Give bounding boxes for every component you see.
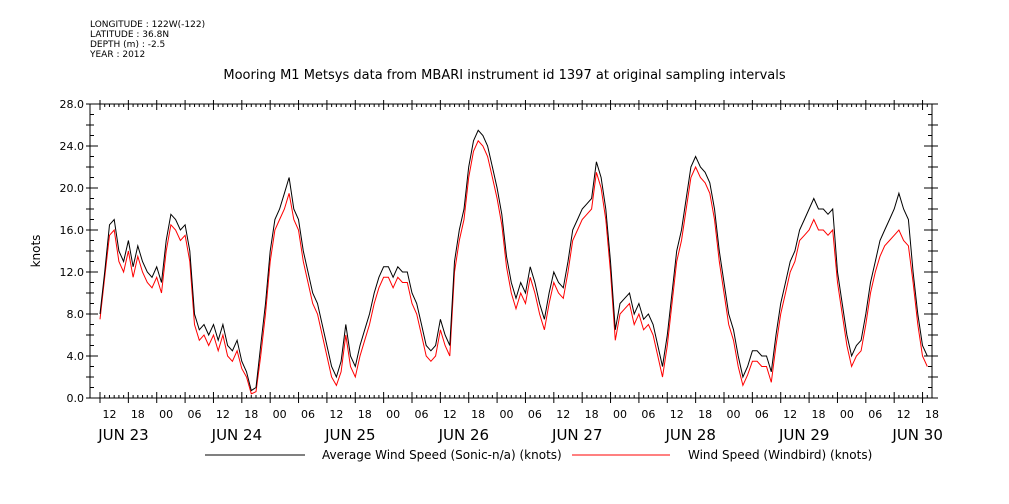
- x-hour-tick-label: 06: [755, 408, 769, 421]
- date-labels: JUN 23 JUN 24 JUN 25 JUN 26 JUN 27 JUN 28 JUN …: [97, 426, 943, 444]
- x-tick-labels: 12 18 00 06 12 18 00 06 12 18 00 06 12 18 00 06 12 18 00 06…: [102, 408, 939, 421]
- date-label: JUN 23: [97, 426, 148, 444]
- x-hour-tick-label: 00: [500, 408, 514, 421]
- y-tick-label: 28.0: [60, 98, 85, 111]
- x-hour-tick-label: 18: [244, 408, 258, 421]
- x-hour-tick-label: 18: [358, 408, 372, 421]
- date-label: JUN 26: [438, 426, 489, 444]
- x-hour-tick-label: 00: [613, 408, 627, 421]
- date-label: JUN 29: [778, 426, 829, 444]
- date-label: JUN 24: [211, 426, 262, 444]
- date-label: JUN 28: [664, 426, 715, 444]
- x-hour-tick-label: 18: [471, 408, 485, 421]
- x-hour-tick-label: 12: [556, 408, 570, 421]
- x-hour-tick-label: 06: [868, 408, 882, 421]
- x-hour-tick-label: 00: [386, 408, 400, 421]
- x-hour-tick-label: 18: [812, 408, 826, 421]
- x-hour-tick-label: 18: [131, 408, 145, 421]
- x-hour-tick-label: 18: [585, 408, 599, 421]
- y-tick-label: 16.0: [60, 224, 85, 237]
- x-hour-tick-label: 18: [698, 408, 712, 421]
- date-label: JUN 25: [324, 426, 375, 444]
- x-hour-tick-label: 06: [188, 408, 202, 421]
- series-windbird-line: [99, 139, 928, 395]
- x-hour-tick-label: 06: [528, 408, 542, 421]
- x-hour-tick-label: 06: [641, 408, 655, 421]
- y-tick-label: 8.0: [67, 308, 85, 321]
- x-hour-tick-label: 12: [216, 408, 230, 421]
- x-hour-tick-label: 06: [301, 408, 315, 421]
- series-average-wind-line: [99, 129, 928, 392]
- year-label: YEAR : 2012: [90, 50, 146, 60]
- x-hour-tick-label: 06: [414, 408, 428, 421]
- legend-average-wind-label: Average Wind Speed (Sonic-n/a) (knots): [322, 448, 562, 462]
- y-tick-label: 0.0: [67, 392, 85, 405]
- legend: Average Wind Speed (Sonic-n/a) (knots) Wi…: [205, 448, 872, 462]
- x-hour-tick-label: 12: [670, 408, 684, 421]
- x-hour-tick-label: 12: [102, 408, 116, 421]
- legend-windbird-label: Wind Speed (Windbird) (knots): [688, 448, 872, 462]
- station-metadata: LONGITUDE : 122W(-122) LATITUDE : 36.8N …: [90, 20, 205, 60]
- y-tick-label: 20.0: [60, 182, 85, 195]
- x-hour-tick-label: 12: [897, 408, 911, 421]
- longitude-label: LONGITUDE : 122W(-122): [90, 20, 206, 30]
- x-hour-tick-label: 00: [726, 408, 740, 421]
- x-hour-tick-label: 12: [783, 408, 797, 421]
- x-hour-tick-label: 00: [840, 408, 854, 421]
- y-tick-label: 12.0: [60, 266, 85, 279]
- depth-label: DEPTH (m) : -2.5: [90, 40, 166, 50]
- date-label: JUN 30: [891, 426, 942, 444]
- axis-ticks: [86, 100, 938, 403]
- x-hour-tick-label: 12: [443, 408, 457, 421]
- x-hour-tick-label: 18: [925, 408, 939, 421]
- x-hour-tick-label: 12: [329, 408, 343, 421]
- chart-title: Mooring M1 Metsys data from MBARI instru…: [223, 68, 786, 83]
- date-label: JUN 27: [551, 426, 602, 444]
- y-tick-labels: 0.0 4.0 8.0 12.0 16.0 20.0 24.0 28.0: [60, 98, 85, 405]
- y-tick-label: 24.0: [60, 140, 85, 153]
- y-axis-label: knots: [29, 235, 43, 268]
- plot-frame: [89, 103, 933, 399]
- x-hour-tick-label: 00: [159, 408, 173, 421]
- latitude-label: LATITUDE : 36.8N: [90, 30, 170, 40]
- y-tick-label: 4.0: [67, 350, 85, 363]
- series-layer: [99, 129, 928, 395]
- x-hour-tick-label: 00: [273, 408, 287, 421]
